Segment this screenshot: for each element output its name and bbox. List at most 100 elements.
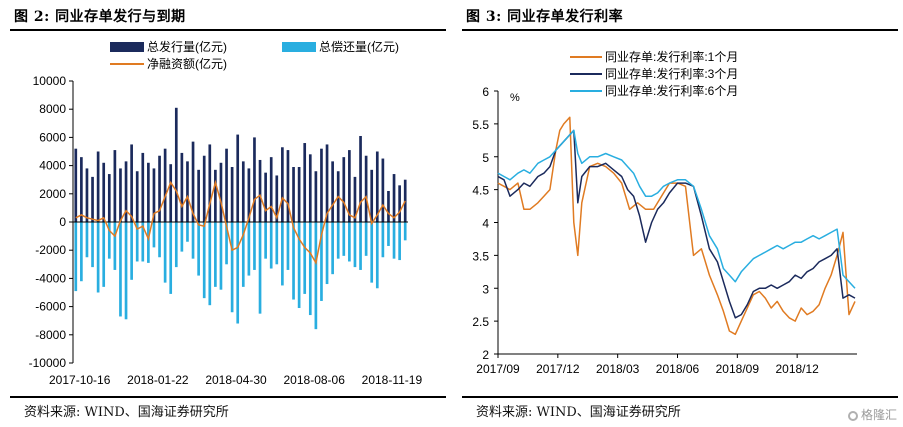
repayment-bar — [219, 222, 223, 290]
repayment-bar — [364, 222, 368, 256]
issuance-bar — [303, 143, 307, 222]
repayment-bar — [236, 222, 240, 324]
left-source-note: 资料来源: WIND、国海证券研究所 — [24, 405, 229, 420]
repayment-bar — [286, 222, 290, 270]
issuance-bar — [202, 155, 206, 222]
repayment-bar — [169, 222, 173, 294]
net-financing-line — [75, 179, 406, 266]
repayment-bar — [308, 222, 312, 316]
issuance-bar — [230, 167, 234, 222]
repayment-bar — [135, 222, 139, 262]
repayment-bar — [91, 222, 94, 268]
right-x-tick-label: 2017/09 — [476, 362, 520, 376]
issuance-bar — [269, 157, 273, 222]
repayment-bar — [342, 222, 346, 256]
issuance-bar — [375, 151, 379, 222]
issuance-bar — [370, 169, 374, 222]
issuance-bar — [141, 152, 145, 222]
rate-line-3 — [497, 129, 856, 289]
repayment-bar — [74, 222, 78, 292]
repayment-bar — [275, 222, 279, 265]
right-x-tick-label: 2018/09 — [716, 362, 760, 376]
repayment-bar — [202, 222, 206, 299]
repayment-bar — [370, 222, 374, 283]
repayment-bar — [253, 222, 256, 270]
issuance-bar — [253, 137, 256, 222]
left-y-tick-label: -10000 — [29, 356, 67, 370]
issuance-rate-chart: 2 2.5 3 3.5 4 4.5 5 5.5 6 % 2017/09 2017/12 2018/03 2… — [472, 49, 857, 376]
legend-swatch-repayment — [282, 42, 316, 52]
right-legend-label-1: 同业存单:发行利率:1个月 — [605, 49, 738, 64]
issuance-bar — [107, 174, 111, 222]
left-y-tick-label: -6000 — [35, 300, 66, 314]
issuance-bar — [102, 162, 106, 222]
repayment-bar — [163, 222, 167, 283]
issuance-bar — [308, 154, 312, 222]
watermark-icon — [847, 411, 858, 421]
issuance-bar — [197, 169, 200, 222]
issuance-bar — [180, 152, 184, 222]
repayment-bar — [403, 222, 407, 241]
repayment-bar — [102, 222, 106, 287]
right-y-tick-label: 4 — [482, 217, 489, 231]
left-x-tick-label: 2017-10-16 — [49, 373, 111, 387]
repayment-bar — [208, 222, 212, 306]
issuance-bar — [331, 161, 334, 222]
left-x-tick-label: 2018-04-30 — [205, 373, 267, 387]
issuance-maturity-chart: -10000 -8000 -6000 -4000 -2000 0 2000 4000 6000 8… — [29, 39, 423, 387]
left-y-tick-label: 2000 — [39, 187, 66, 201]
repayment-bar — [107, 222, 111, 259]
repayment-bar — [247, 222, 251, 276]
issuance-bar — [85, 168, 89, 222]
repayment-bar — [297, 222, 301, 309]
repayment-bar — [241, 222, 245, 287]
right-y-tick-label: 3 — [482, 282, 489, 296]
repayment-bar — [124, 222, 128, 320]
issuance-bar — [398, 185, 401, 222]
repayment-bar — [130, 222, 133, 280]
repayment-bar — [292, 222, 295, 300]
left-title-rule — [10, 29, 446, 31]
left-x-tick-label: 2018-11-19 — [362, 373, 423, 387]
repayment-bar — [281, 222, 284, 286]
issuance-bar — [219, 162, 223, 222]
left-y-tick-label: 4000 — [39, 159, 66, 173]
repayment-bar — [113, 222, 117, 270]
issuance-bar — [241, 161, 245, 222]
legend-label-issuance: 总发行量(亿元) — [147, 39, 227, 54]
repayment-bar — [186, 222, 189, 242]
left-panel: 图 2: 同业存单发行与到期 -10000 -8000 -6000 -4000 -200… — [10, 9, 446, 420]
right-y-tick-label: 2.5 — [472, 315, 489, 329]
repayment-bar — [230, 222, 234, 313]
repayment-bar — [303, 222, 307, 294]
repayment-bar — [147, 222, 150, 263]
issuance-bar — [364, 155, 368, 222]
right-legend-label-3: 同业存单:发行利率:6个月 — [605, 83, 738, 98]
right-y-tick-label: 4.5 — [472, 184, 489, 198]
issuance-bar — [119, 168, 122, 222]
repayment-bar — [381, 222, 385, 258]
repayment-bar — [392, 222, 396, 259]
left-y-tick-label: 0 — [59, 215, 66, 229]
watermark: 格隆汇 — [847, 406, 897, 423]
right-x-tick-label: 2017/12 — [536, 362, 580, 376]
repayment-bar — [387, 222, 390, 246]
left-y-tick-label: 6000 — [39, 130, 66, 144]
left-y-tick-label: 8000 — [39, 102, 66, 116]
issuance-bar — [381, 158, 385, 222]
repayment-bar — [96, 222, 100, 293]
issuance-bar — [208, 144, 212, 222]
right-y-tick-label: 5 — [482, 151, 489, 165]
repayment-bar — [214, 222, 217, 287]
right-x-tick-label: 2018/12 — [775, 362, 819, 376]
right-x-tick-label: 2018/03 — [596, 362, 640, 376]
issuance-bar — [297, 167, 301, 222]
repayment-bar — [158, 222, 161, 258]
repayment-bar — [80, 222, 83, 282]
repayment-bar — [375, 222, 379, 289]
issuance-bar — [403, 179, 407, 222]
issuance-bar — [135, 171, 139, 222]
legend-label-repayment: 总偿还量(亿元) — [319, 39, 399, 54]
left-y-tick-label: 10000 — [33, 74, 67, 88]
repayment-bar — [152, 222, 156, 248]
